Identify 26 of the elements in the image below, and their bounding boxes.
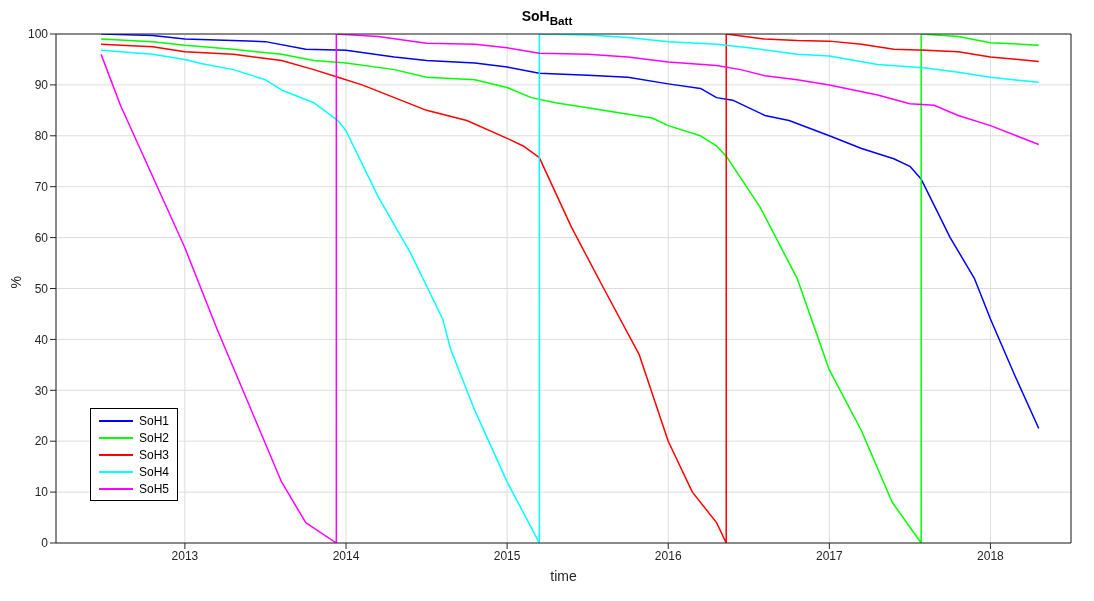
y-tick-label: 90 [34,78,49,93]
y-tick-label: 70 [34,179,49,194]
y-tick-label: 40 [34,332,49,347]
legend-label: SoH4 [139,464,170,479]
legend-label: SoH1 [139,413,170,428]
x-tick-label: 2015 [493,548,521,563]
y-tick-label: 80 [34,129,49,144]
x-axis-title: time [550,568,577,584]
x-tick-label: 2013 [171,548,199,563]
legend-label: SoH2 [139,430,170,445]
line-series [100,34,1040,543]
y-tick-label: 100 [27,27,49,42]
y-tick-label: 50 [34,281,49,296]
y-axis-title: % [7,276,24,289]
y-tick-label: 60 [34,230,49,245]
legend-label: SoH5 [139,481,170,496]
y-tick-label: 10 [34,485,49,500]
chart-title: SoH$_{Batt}$ [520,8,574,27]
x-tick-label: 2018 [977,548,1005,563]
x-tick-label: 2017 [815,548,843,563]
y-tick-label: 30 [34,383,49,398]
y-tick-label: 20 [34,434,49,449]
legend-label: SoH3 [139,447,170,462]
y-tick-label: 0 [41,536,49,551]
x-tick-label: 2014 [332,548,360,563]
x-tick-label: 2016 [654,548,682,563]
